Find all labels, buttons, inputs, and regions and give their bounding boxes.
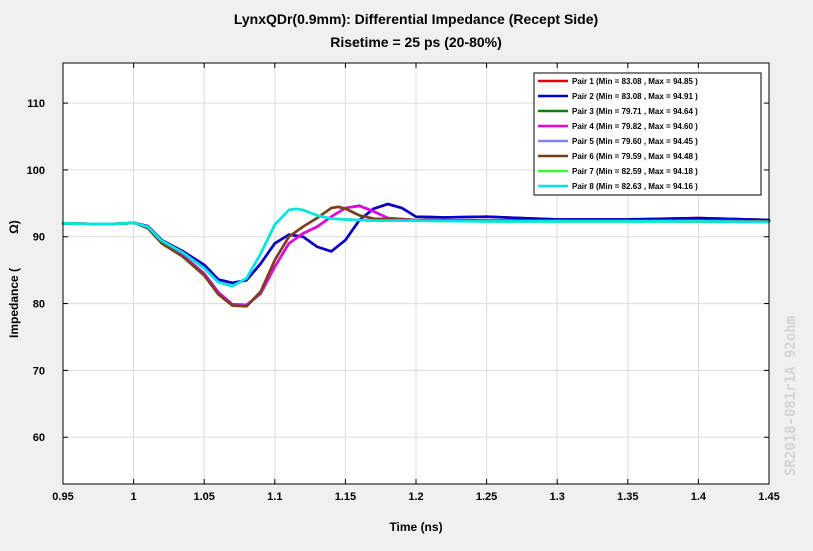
- x-axis-label: Time (ns): [389, 520, 442, 534]
- legend-label-pair-8: Pair 8 (Min = 82.63 , Max = 94.16 ): [572, 182, 698, 191]
- legend-label-pair-1: Pair 1 (Min = 83.08 , Max = 94.85 ): [572, 77, 698, 86]
- y-tick-label: 60: [33, 432, 45, 444]
- legend: Pair 1 (Min = 83.08 , Max = 94.85 ) Pair …: [533, 72, 762, 196]
- legend-label-pair-6: Pair 6 (Min = 79.59 , Max = 94.48 ): [572, 152, 698, 161]
- y-axis-unit: Ω): [7, 220, 21, 234]
- x-tick-label: 1.25: [476, 491, 497, 503]
- chart-subtitle: Risetime = 25 ps (20-80%): [330, 34, 502, 50]
- y-tick-label: 110: [27, 98, 45, 110]
- x-tick-label: 1.2: [408, 491, 423, 503]
- chart-title: LynxQDr(0.9mm): Differential Impedance (…: [233, 11, 599, 27]
- x-tick-label: 1.3: [550, 491, 565, 503]
- y-tick-label: 100: [27, 165, 45, 177]
- legend-label-pair-3: Pair 3 (Min = 79.71 , Max = 94.64 ): [572, 107, 698, 116]
- x-tick-label: 0.95: [52, 491, 73, 503]
- x-tick-label: 1.1: [267, 491, 282, 503]
- series-line-pair-8: [61, 207, 771, 288]
- legend-label-pair-4: Pair 4 (Min = 79.82 , Max = 94.60 ): [572, 122, 698, 131]
- legend-box: [533, 72, 762, 196]
- x-tick-label: 1.35: [617, 491, 638, 503]
- axes-frame: [62, 62, 770, 485]
- watermark-text: SR2018-081r1A 92ohm: [783, 315, 799, 476]
- x-tick-label: 1.05: [193, 491, 214, 503]
- y-tick-label: 70: [33, 365, 45, 377]
- legend-label-pair-7: Pair 7 (Min = 82.59 , Max = 94.18 ): [572, 167, 698, 176]
- legend-label-pair-2: Pair 2 (Min = 83.08 , Max = 94.91 ): [572, 92, 698, 101]
- legend-label-pair-5: Pair 5 (Min = 79.60 , Max = 94.45 ): [572, 137, 698, 146]
- x-tick-label: 1.45: [758, 491, 779, 503]
- x-tick-label: 1.15: [335, 491, 356, 503]
- x-tick-label: 1.4: [691, 491, 707, 503]
- y-tick-label: 80: [33, 299, 45, 311]
- y-tick-label: 90: [33, 232, 45, 244]
- y-axis-label: Impedance (: [7, 268, 21, 338]
- x-tick-label: 1: [131, 491, 137, 503]
